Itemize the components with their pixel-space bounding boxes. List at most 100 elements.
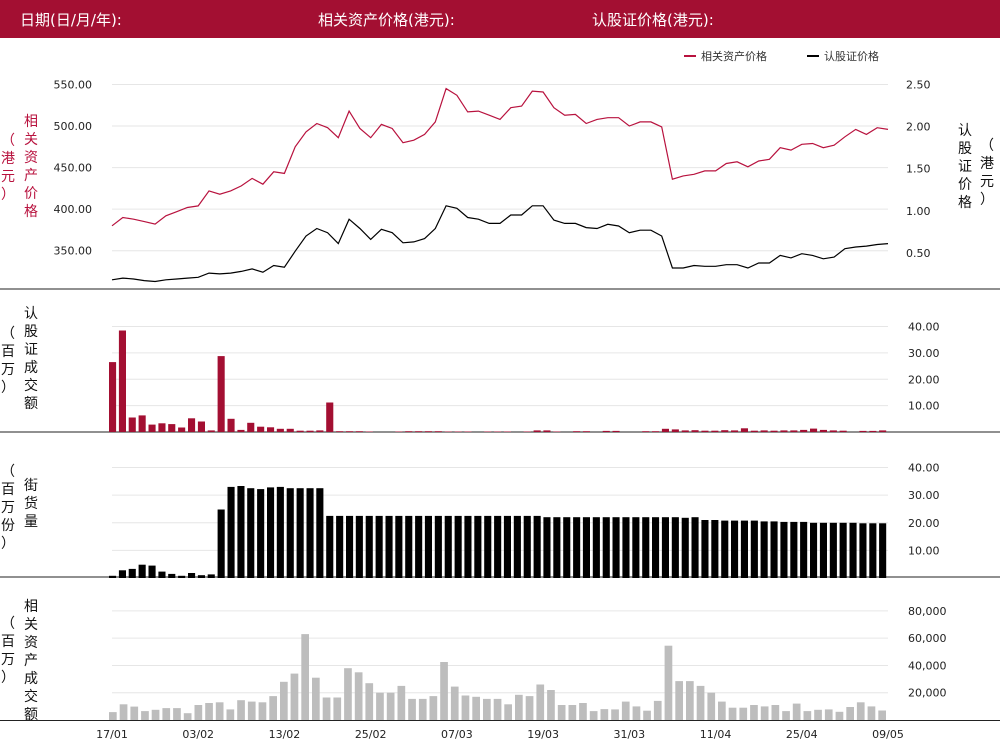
bar <box>257 426 265 432</box>
bar <box>750 520 758 578</box>
right-axis-tick: 1.00 <box>906 205 931 218</box>
bar <box>819 522 827 578</box>
bar <box>829 522 837 578</box>
bar <box>671 429 679 432</box>
bar <box>237 700 245 720</box>
bar <box>878 710 886 720</box>
bar <box>444 431 452 432</box>
bar <box>856 702 865 720</box>
bar <box>612 517 620 578</box>
bar <box>770 521 778 578</box>
bar <box>148 424 156 432</box>
bar <box>829 430 837 432</box>
bar <box>267 427 275 432</box>
right-axis-tick: 1.50 <box>906 163 931 176</box>
bar <box>227 418 235 432</box>
gridlines <box>112 83 888 694</box>
bar <box>118 570 126 578</box>
bar <box>424 515 432 578</box>
bar <box>731 430 739 432</box>
bar <box>642 431 650 432</box>
bar <box>728 707 737 720</box>
bar <box>814 709 822 720</box>
bar <box>237 486 245 578</box>
bar <box>440 662 448 720</box>
bar <box>217 356 225 432</box>
bar <box>355 515 363 578</box>
bar <box>553 517 561 578</box>
bar <box>553 431 561 432</box>
bar <box>296 488 304 578</box>
bar <box>642 517 650 578</box>
bar <box>215 702 224 720</box>
bar <box>718 701 726 720</box>
bar <box>109 362 117 432</box>
bar <box>429 696 438 720</box>
right-axis-tick: 0.50 <box>906 247 931 260</box>
bar <box>643 710 651 720</box>
axis-tick: 60,000 <box>908 632 947 645</box>
bar <box>306 430 314 432</box>
bar <box>568 705 577 720</box>
bar <box>523 431 531 432</box>
left-axis-tick: 450.00 <box>54 162 93 175</box>
bar <box>138 564 146 578</box>
bar <box>803 711 812 720</box>
legend-warrant: 认股证价格 <box>824 49 879 63</box>
axis-tick: 10.00 <box>908 544 940 557</box>
bar <box>760 430 768 432</box>
bar <box>346 515 354 578</box>
right-axis-tick: 2.50 <box>906 79 931 92</box>
warrant-price-line <box>111 205 889 283</box>
bar <box>600 709 609 720</box>
bar <box>711 430 719 432</box>
legend: 相关资产价格 认股证价格 <box>684 49 879 63</box>
bar <box>771 705 780 720</box>
bar <box>721 430 729 432</box>
axis-tick: 20,000 <box>908 687 947 700</box>
bar <box>395 515 403 578</box>
bar <box>589 711 598 720</box>
bar <box>792 703 801 720</box>
bar <box>472 696 480 720</box>
bar <box>365 431 373 432</box>
chart-marks <box>109 87 889 720</box>
bar <box>515 694 523 720</box>
bar <box>563 517 571 578</box>
bar <box>237 429 245 432</box>
bar <box>247 701 256 720</box>
bar <box>573 517 581 578</box>
bar <box>418 698 427 720</box>
axis-tick: 30.00 <box>908 489 940 502</box>
bar <box>557 705 566 720</box>
bar <box>760 706 769 720</box>
bar <box>141 711 149 720</box>
bar <box>533 430 541 432</box>
bar <box>513 515 521 578</box>
bar <box>504 704 512 720</box>
bar <box>119 704 128 720</box>
bar <box>162 708 171 720</box>
x-axis-tick: 13/02 <box>269 728 301 741</box>
left-axis-unit: （港元） <box>1 133 15 203</box>
panel-axis-unit: （百万） <box>1 616 15 686</box>
bar <box>316 430 324 432</box>
bar <box>188 418 196 432</box>
bar <box>128 417 136 432</box>
bar <box>346 431 354 432</box>
bar <box>205 703 213 720</box>
bar <box>454 515 462 578</box>
bar <box>151 709 160 720</box>
bar <box>207 574 215 578</box>
bar <box>602 430 610 432</box>
bar <box>612 430 620 432</box>
bar <box>194 705 203 720</box>
bar <box>450 686 459 720</box>
bar <box>217 509 225 578</box>
bar <box>290 673 299 720</box>
bar <box>800 521 808 578</box>
bar <box>721 520 729 578</box>
bar <box>579 703 587 720</box>
panel-axis-unit: （百万） <box>1 326 15 396</box>
